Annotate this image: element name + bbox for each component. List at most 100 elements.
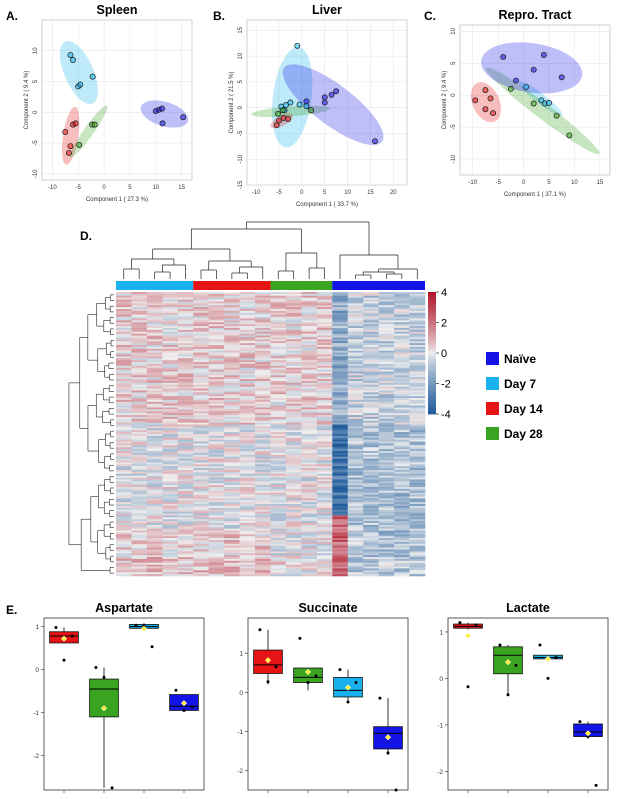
heatmap-cell (131, 492, 148, 495)
heatmap-cell (255, 316, 271, 319)
heatmap-cell (285, 485, 302, 488)
heatmap-cell (332, 492, 349, 495)
heatmap-cell (255, 435, 271, 439)
heatmap-cell (316, 392, 333, 395)
heatmap-cell (270, 422, 287, 425)
heatmap-cell (409, 540, 426, 543)
heatmap-cell (363, 473, 379, 476)
heatmap-cell (363, 316, 379, 319)
heatmap-cell (146, 327, 163, 331)
heatmap-cell (255, 560, 271, 564)
heatmap-cell (409, 318, 426, 321)
heatmap-cell (177, 498, 194, 501)
heatmap-cell (332, 318, 349, 321)
color-scale-segment (428, 324, 436, 327)
heatmap-cell (316, 549, 333, 552)
heatmap-cell (378, 327, 395, 331)
heatmap-cell (239, 469, 256, 473)
color-scale-segment (428, 308, 436, 311)
heatmap-cell (347, 373, 364, 376)
heatmap-cell (255, 564, 271, 567)
heatmap-cell (162, 345, 179, 348)
heatmap-cell (316, 379, 333, 382)
heatmap-cell (285, 292, 302, 295)
heatmap-cell (301, 380, 318, 384)
heatmap-cell (332, 449, 349, 452)
heatmap-cell (378, 316, 395, 319)
heatmap-cell (208, 380, 225, 384)
heatmap-cell (239, 496, 256, 499)
column-group-bar-na-ve (332, 281, 425, 290)
heatmap-cell (131, 466, 148, 469)
data-point-day-28 (553, 112, 560, 119)
heatmap-cell (208, 481, 225, 484)
heatmap-cell (363, 398, 379, 401)
heatmap-cell (131, 500, 148, 503)
heatmap-cell (146, 356, 163, 359)
heatmap-cell (316, 375, 333, 378)
heatmap-cell (162, 494, 179, 497)
heatmap-cell (363, 558, 379, 562)
heatmap-cell (316, 318, 333, 321)
heatmap-cell (347, 362, 364, 365)
heatmap-cell (146, 496, 163, 499)
heatmap-cell (131, 441, 148, 444)
heatmap-cell (270, 462, 287, 465)
heatmap-cell (162, 305, 179, 308)
heatmap-cell (193, 305, 209, 308)
heatmap-cell (378, 435, 395, 439)
heatmap-cell (131, 420, 148, 423)
heatmap-cell (285, 295, 302, 298)
heatmap-cell (131, 543, 148, 547)
heatmap-cell (285, 437, 302, 440)
heatmap-cell (316, 530, 333, 533)
heatmap-cell (255, 301, 271, 304)
heatmap-cell (332, 564, 349, 567)
heatmap-cell (193, 530, 209, 533)
heatmap-cell (255, 377, 271, 380)
heatmap-cell (224, 356, 240, 359)
heatmap-cell (255, 360, 271, 363)
heatmap-cell (347, 401, 364, 405)
heatmap-cell (347, 488, 364, 492)
heatmap-cell (208, 322, 225, 325)
heatmap-cell (409, 331, 426, 334)
heatmap-cell (316, 329, 333, 333)
heatmap-cell (332, 530, 349, 533)
heatmap-cell (239, 310, 256, 314)
heatmap-cell (116, 496, 132, 499)
heatmap-cell (239, 375, 256, 378)
heatmap-cell (208, 532, 225, 535)
heatmap-cell (177, 466, 194, 469)
heatmap-cell (239, 426, 256, 429)
heatmap-cell (224, 401, 240, 405)
heatmap-cell (193, 549, 209, 552)
heatmap-cell (347, 369, 364, 372)
heatmap-cell (378, 345, 395, 348)
heatmap-cell (378, 534, 395, 537)
heatmap-cell (239, 536, 256, 539)
heatmap-cell (332, 435, 349, 439)
heatmap-cell (394, 558, 410, 562)
plot-title: Spleen (97, 3, 138, 17)
heatmap-cell (131, 464, 148, 467)
heatmap-cell (394, 405, 410, 408)
heatmap-cell (193, 441, 209, 444)
heatmap-cell (116, 346, 132, 350)
heatmap-cell (332, 466, 349, 469)
heatmap-cell (378, 297, 395, 300)
heatmap-cell (347, 399, 364, 403)
heatmap-cell (162, 479, 179, 482)
heatmap-cell (394, 460, 410, 463)
heatmap-cell (270, 524, 287, 528)
heatmap-cell (224, 475, 240, 478)
heatmap-cell (255, 479, 271, 482)
heatmap-cell (332, 443, 349, 446)
heatmap-cell (316, 458, 333, 461)
heatmap-cell (239, 538, 256, 541)
heatmap-cell (177, 394, 194, 397)
heatmap-cell (409, 464, 426, 467)
data-point-day-7 (294, 42, 301, 49)
heatmap-cell (239, 528, 256, 531)
heatmap-cell (224, 418, 240, 422)
